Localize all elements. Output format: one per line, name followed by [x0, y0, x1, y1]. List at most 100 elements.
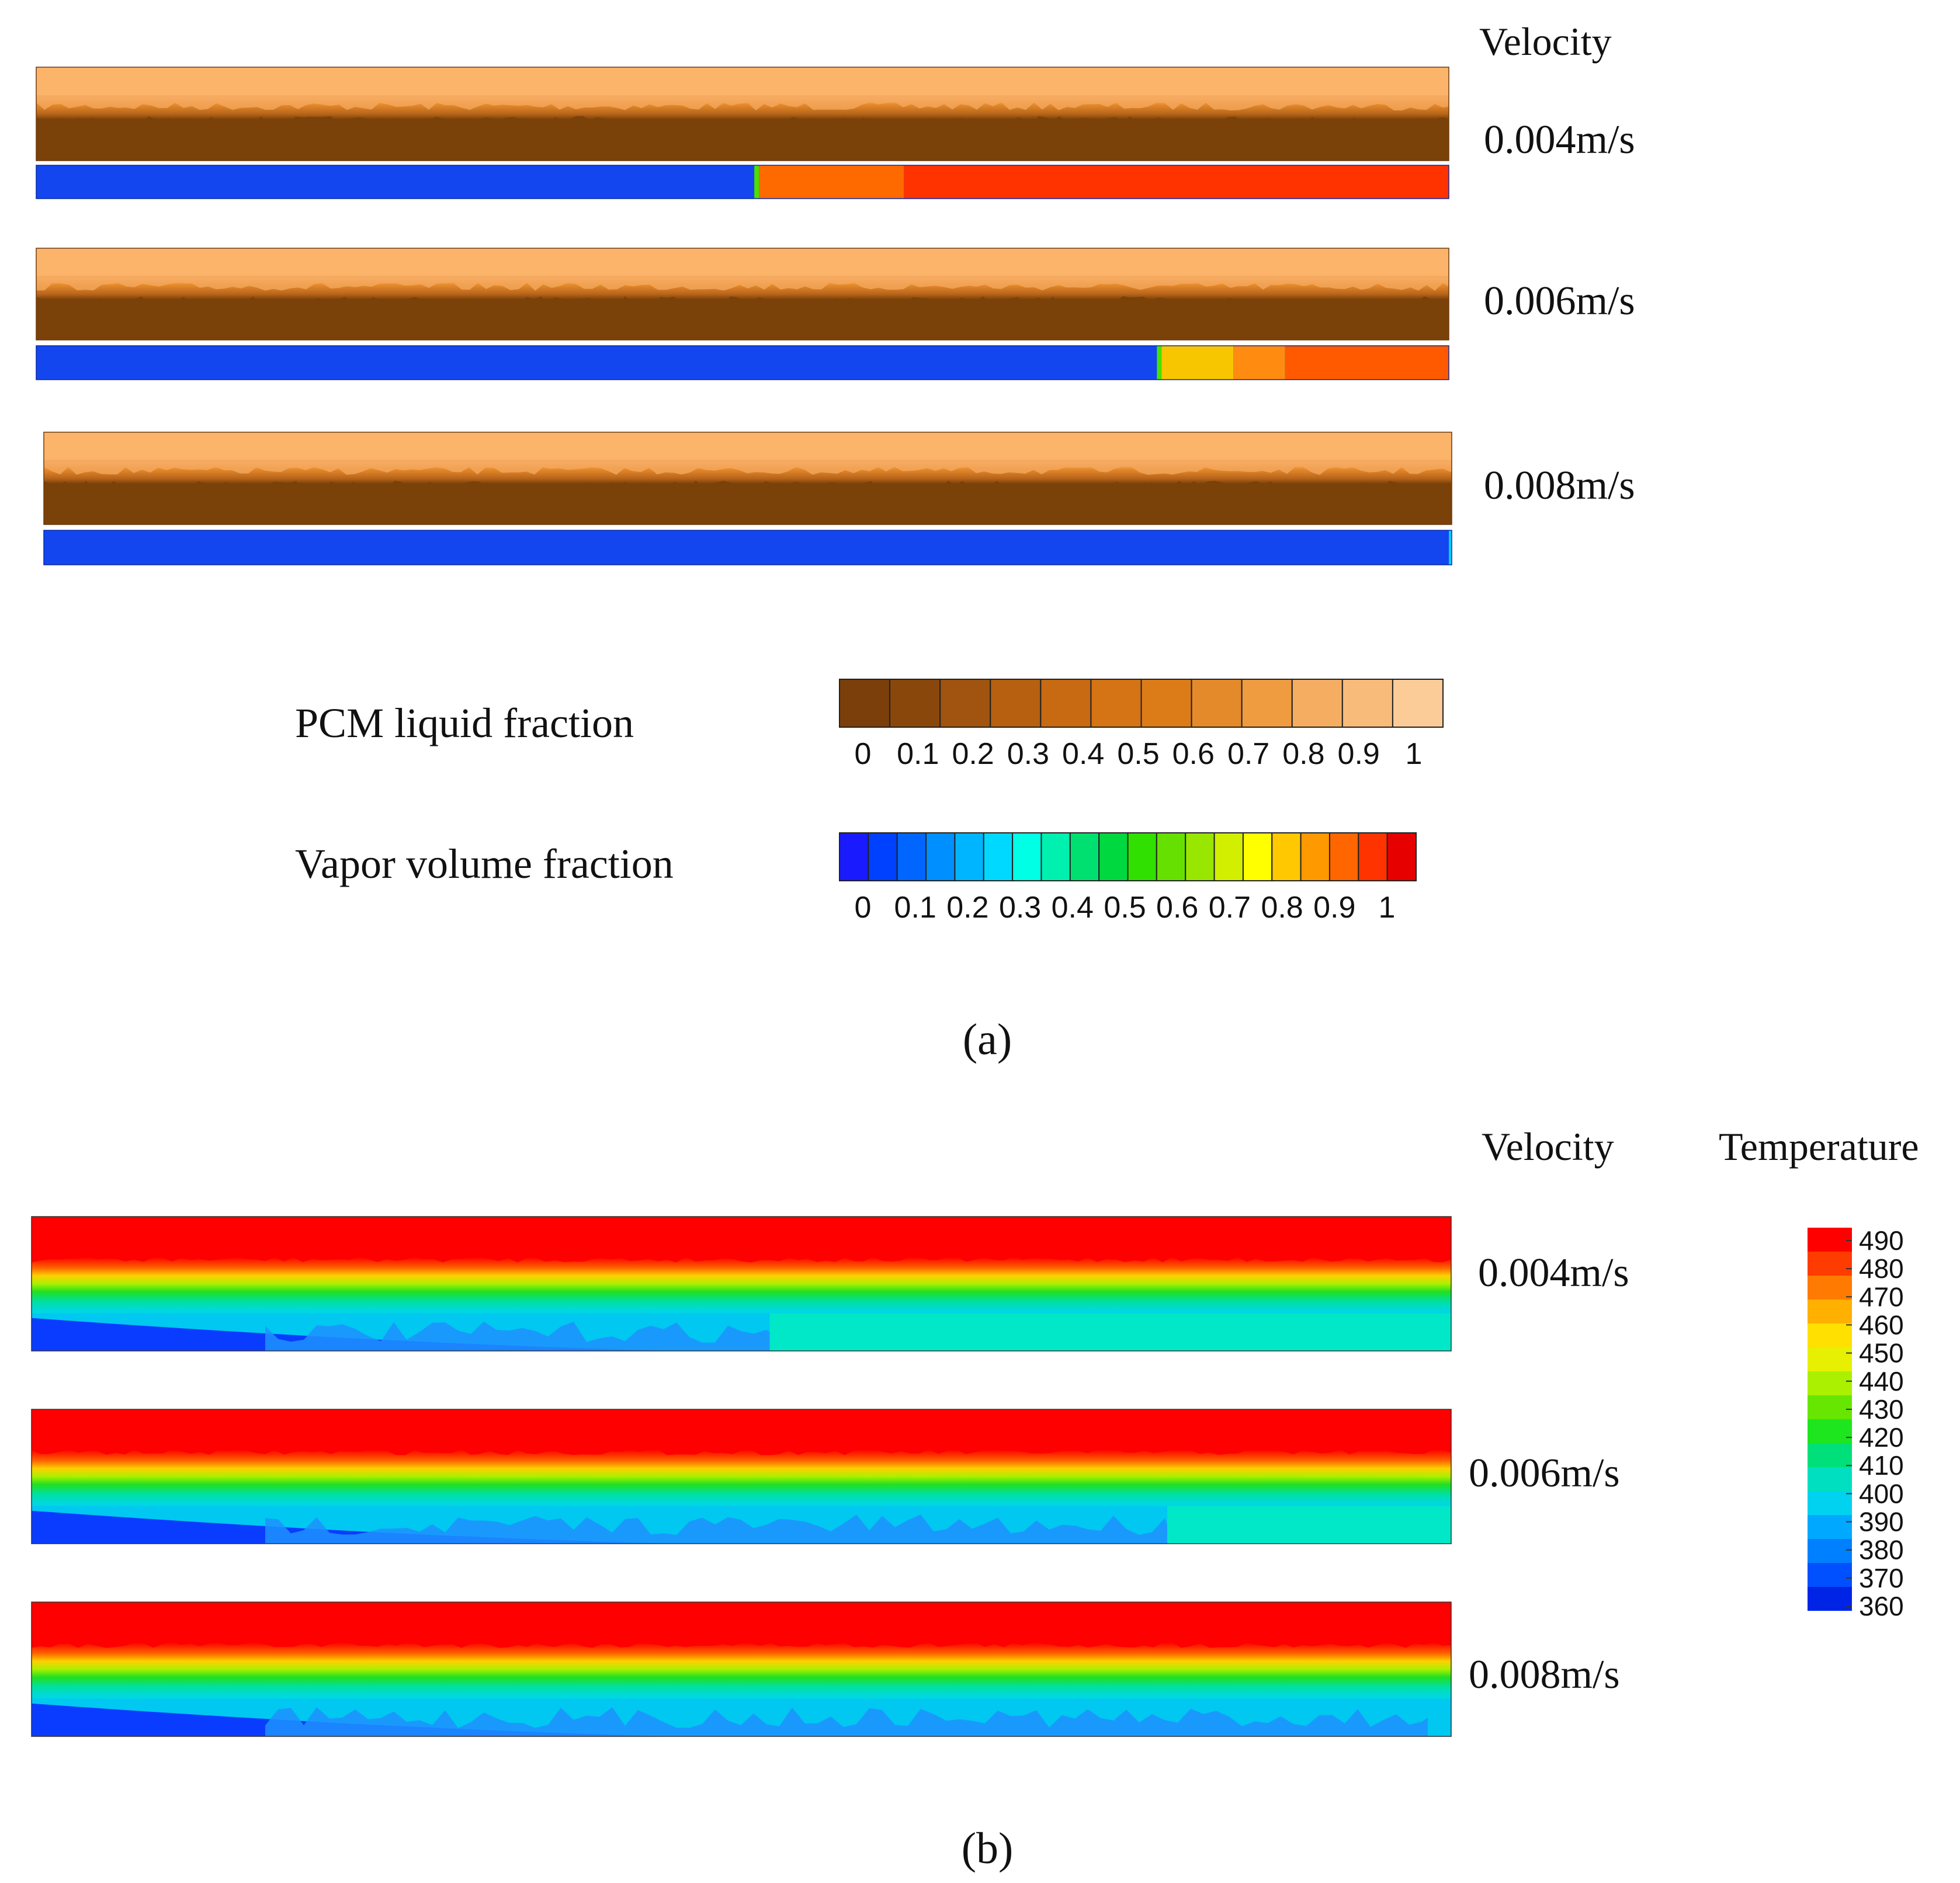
colorbar-tick-label: 0.8 — [1261, 891, 1303, 925]
colorbar-tick-label: 1 — [1406, 737, 1423, 771]
colorbar-tick-label: 0.6 — [1156, 891, 1198, 925]
melt-front-upper — [44, 460, 1452, 475]
colorbar-cell — [1156, 832, 1187, 881]
pcm-case-3: 0.008m/s — [43, 432, 1635, 565]
colorbar-tick-label: 0.2 — [952, 737, 994, 771]
vapor-stage-1 — [759, 165, 904, 199]
colorbar-cell — [889, 679, 941, 728]
velocity-label-b-2: 0.006m/s — [1469, 1451, 1620, 1496]
colorbar-cell — [1242, 832, 1273, 881]
colorbar-cell — [1392, 679, 1444, 728]
colorbar-cell — [1098, 832, 1129, 881]
temperature-color-cell — [1808, 1443, 1852, 1467]
colorbar-cell — [1386, 832, 1417, 881]
colorbar-tick-label: 0.4 — [1062, 737, 1104, 771]
temperature-label: 470 — [1859, 1281, 1904, 1312]
melt-front-upper — [36, 95, 1449, 111]
temperature-case-3: 0.008m/s — [31, 1601, 1620, 1737]
melt-front-upper — [36, 276, 1449, 291]
melt-front-solid — [44, 480, 1452, 524]
temperature-color-cell — [1808, 1252, 1852, 1276]
colorbar-cell — [1358, 832, 1388, 881]
temperature-label: 490 — [1859, 1225, 1904, 1256]
cold-inlet-region — [32, 1510, 674, 1544]
colorbar-cell — [1191, 679, 1243, 728]
cool-patch-region — [265, 1514, 1167, 1544]
fluid-warm-region — [1167, 1506, 1451, 1544]
cold-inlet-region — [32, 1703, 674, 1736]
vapor-border — [43, 530, 1452, 565]
legend-vapor-title: Vapor volume fraction — [295, 840, 674, 887]
temperature-label: 390 — [1859, 1507, 1904, 1537]
hot-region — [32, 1409, 1451, 1455]
colorbar-cell — [1291, 679, 1343, 728]
colorbar-tick-label: 0.3 — [999, 891, 1041, 925]
panel-a-cases: 0.004m/s 0.006m/s 0.008m/s — [36, 67, 1635, 565]
temperature-color-cell — [1808, 1563, 1852, 1587]
velocity-label-b-3: 0.008m/s — [1469, 1652, 1620, 1697]
vapor-strip-1 — [36, 165, 1449, 199]
colorbar-cell — [1328, 832, 1359, 881]
temperature-color-cell — [1808, 1419, 1852, 1443]
vapor-strip-2 — [36, 345, 1449, 380]
temperature-border — [31, 1409, 1452, 1544]
colorbar-cell — [1069, 832, 1100, 881]
legend-pcm-title: PCM liquid fraction — [295, 700, 634, 746]
pcm-case-1: 0.004m/s — [36, 67, 1635, 199]
temperature-label: 360 — [1859, 1591, 1904, 1621]
temperature-color-cell — [1808, 1491, 1852, 1515]
temperature-label: 410 — [1859, 1450, 1904, 1481]
colorbar-tick-label: 0.7 — [1209, 891, 1251, 925]
vapor-strip-3 — [43, 530, 1452, 565]
fluid-warm-region — [769, 1313, 1451, 1351]
vapor-front — [1157, 346, 1162, 380]
colorbar-tick-label: 0.3 — [1007, 737, 1049, 771]
vapor-border — [36, 165, 1449, 199]
colorbar-cell — [990, 679, 1042, 728]
temperature-color-cell — [1808, 1587, 1852, 1611]
hot-region — [32, 1217, 1451, 1263]
colorbar-cell — [1271, 832, 1302, 881]
cool-patch-region — [265, 1321, 770, 1351]
colorbar-tick-label: 0.2 — [946, 891, 988, 925]
temperature-color-cell — [1808, 1539, 1852, 1563]
colorbar-cell — [1213, 832, 1244, 881]
pcm-border — [43, 432, 1452, 525]
pcm-case-2: 0.006m/s — [36, 248, 1635, 380]
temperature-color-cell — [1808, 1371, 1852, 1395]
temperature-color-cell — [1808, 1395, 1852, 1419]
colorbar-tick-label: 0.6 — [1172, 737, 1215, 771]
colorbar-cell — [839, 679, 891, 728]
temperature-color-cell — [1808, 1276, 1852, 1300]
cold-inlet-region — [32, 1318, 674, 1351]
temperature-color-cell — [1808, 1323, 1852, 1347]
colorbar-cell — [1040, 832, 1071, 881]
temperature-border — [31, 1216, 1452, 1352]
colorbar-cell — [925, 832, 956, 881]
colorbar-tick-label: 0 — [855, 737, 872, 771]
colorbar-cell — [896, 832, 927, 881]
colorbar-cell — [1090, 679, 1142, 728]
colorbar-cell — [1300, 832, 1330, 881]
melt-front-solid — [36, 116, 1449, 161]
melt-front-solid — [36, 296, 1449, 340]
colorbar-tick-label: 0 — [855, 891, 872, 925]
temperature-color-cell — [1808, 1467, 1852, 1491]
colorbar-tick-label: 0.9 — [1313, 891, 1355, 925]
colorbar-cell — [868, 832, 898, 881]
temperature-color-cell — [1808, 1228, 1852, 1252]
cool-patch-region — [265, 1707, 1428, 1736]
colorbar-tick-label: 0.5 — [1117, 737, 1159, 771]
vapor-stage-3 — [1285, 346, 1449, 380]
colorbar-cell — [1140, 679, 1192, 728]
temperature-label: 420 — [1859, 1422, 1904, 1453]
legend-vapor-colorbar: 0 0.1 0.2 0.3 0.4 0.5 0.6 0.7 0.8 0.9 1 — [839, 832, 1417, 925]
temperature-label: 380 — [1859, 1535, 1904, 1565]
temperature-label: 460 — [1859, 1309, 1904, 1340]
colorbar-tick-label: 1 — [1379, 891, 1396, 925]
temperature-color-cell — [1808, 1347, 1852, 1371]
panel-b-cases: 0.004m/s 0.006m/s 0.008m/s — [31, 1216, 1629, 1737]
colorbar-cell — [954, 832, 984, 881]
colorbar-cell — [1341, 679, 1393, 728]
vapor-stage-2 — [1233, 346, 1285, 380]
